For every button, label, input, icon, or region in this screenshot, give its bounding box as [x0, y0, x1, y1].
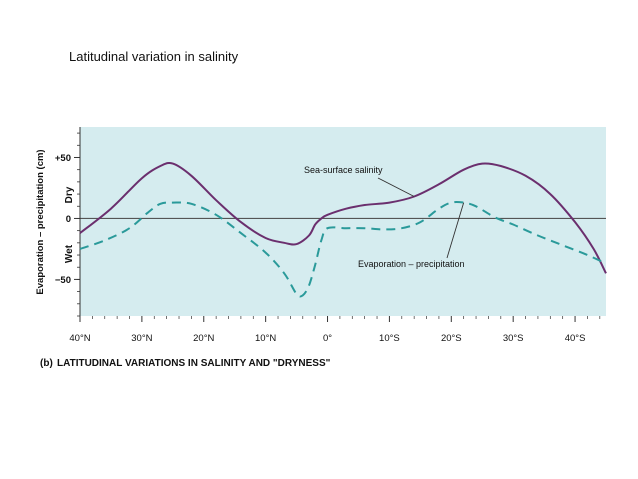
x-tick-label: 10°S: [379, 333, 400, 344]
y-ticks: +50 0 −50: [55, 132, 80, 317]
x-tick-label: 40°S: [565, 333, 586, 344]
y-axis-wet-label: Wet: [64, 244, 75, 263]
x-tick-label: 30°S: [503, 333, 524, 344]
plot-background: [80, 127, 606, 316]
x-tick-label: 20°S: [441, 333, 462, 344]
x-tick-label: 40°N: [69, 333, 90, 344]
salinity-line: [79, 161, 607, 274]
annotation-group: Sea-surface salinity Evaporation – precip…: [304, 165, 465, 269]
y-tick-label: −50: [55, 275, 71, 286]
annotation-evaporation-label: Evaporation – precipitation: [358, 259, 465, 269]
y-axis-dry-label: Dry: [64, 186, 75, 203]
annotation-evaporation-leader: [446, 202, 465, 259]
y-tick-label: 0: [66, 214, 71, 225]
series-group: [79, 161, 607, 298]
x-tick-label: 0°: [323, 333, 332, 344]
x-tick-label: 30°N: [131, 333, 152, 344]
caption-letter: (b): [40, 358, 53, 369]
x-tick-label: 10°N: [255, 333, 276, 344]
annotation-salinity-leader: [377, 177, 415, 197]
y-tick-label: +50: [55, 153, 71, 164]
annotation-salinity-label: Sea-surface salinity: [304, 165, 383, 175]
y-axis-label: Evaporation – precipitation (cm): [35, 149, 46, 294]
slide-title: Latitudinal variation in salinity: [69, 49, 239, 64]
x-ticks: 40°N 30°N 20°N 10°N 0° 10°S 20°S 30°S 40°S: [69, 316, 601, 344]
evaporation-precipitation-line: [79, 201, 607, 298]
x-tick-label: 20°N: [193, 333, 214, 344]
chart-caption: LATITUDINAL VARIATIONS IN SALINITY AND "…: [57, 358, 331, 369]
